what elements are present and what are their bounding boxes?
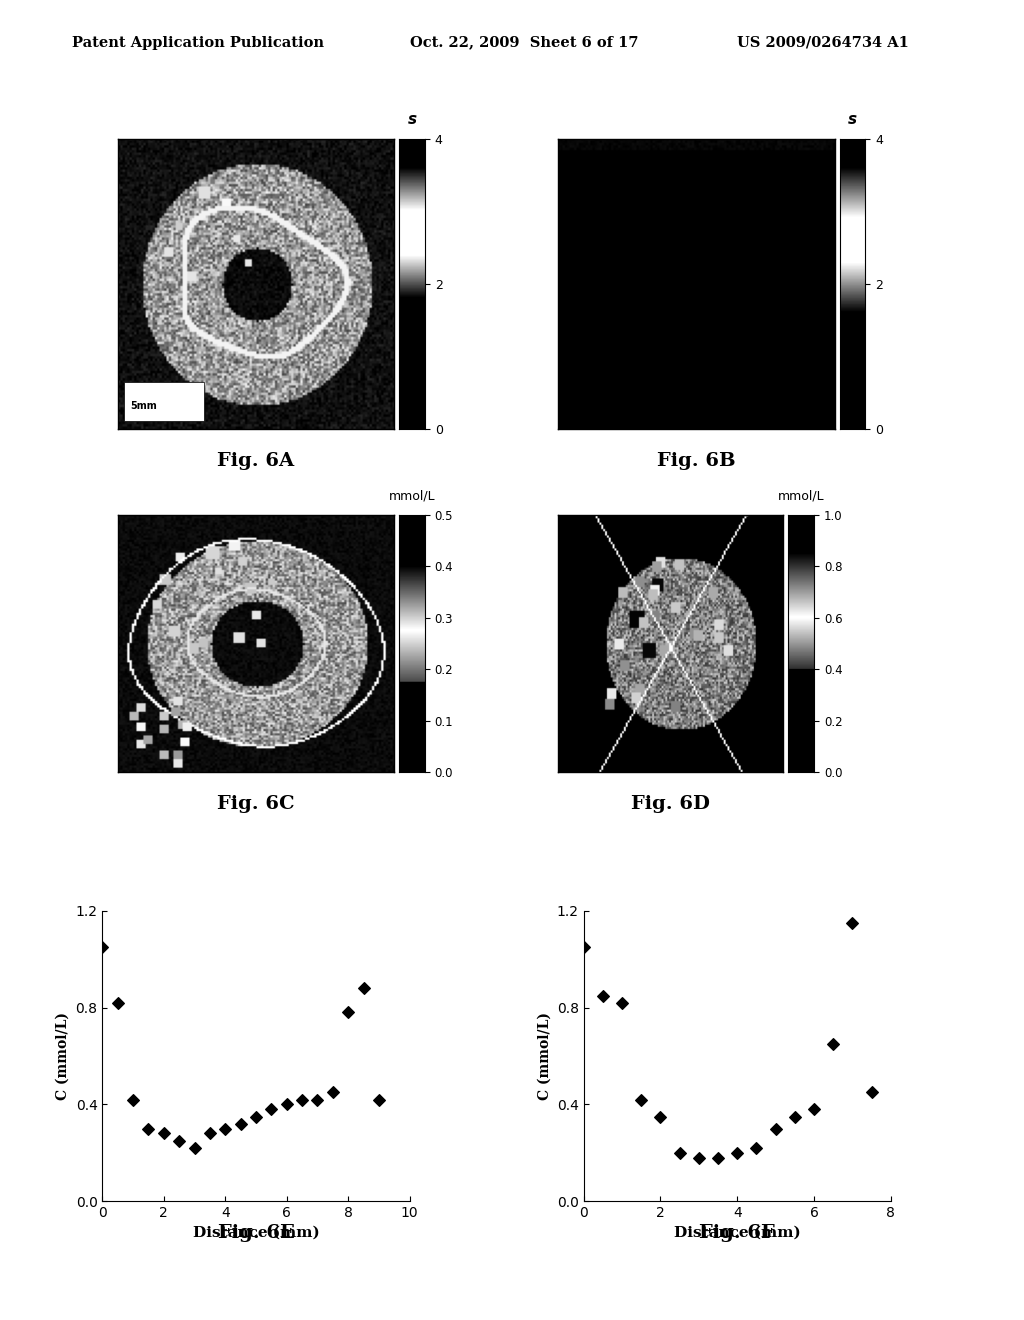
- Point: [672, 1142, 688, 1163]
- Point: [749, 1138, 765, 1159]
- Point: [613, 993, 630, 1014]
- Point: [140, 1118, 157, 1139]
- Point: [806, 1098, 822, 1119]
- Point: [710, 1147, 726, 1168]
- Text: Fig. 6B: Fig. 6B: [657, 451, 735, 470]
- Point: [325, 1082, 341, 1104]
- Point: [309, 1089, 326, 1110]
- Point: [248, 1106, 264, 1127]
- X-axis label: Distance (mm): Distance (mm): [193, 1225, 319, 1239]
- Text: Fig. 6A: Fig. 6A: [217, 451, 295, 470]
- Point: [729, 1142, 745, 1163]
- Point: [340, 1002, 356, 1023]
- Point: [94, 937, 111, 958]
- Text: Fig. 6D: Fig. 6D: [631, 795, 711, 813]
- Point: [217, 1118, 233, 1139]
- Point: [633, 1089, 649, 1110]
- Point: [786, 1106, 803, 1127]
- Text: Fig. 6C: Fig. 6C: [217, 795, 295, 813]
- Point: [279, 1094, 295, 1115]
- Point: [171, 1130, 187, 1151]
- Text: s: s: [408, 112, 417, 127]
- Text: s: s: [848, 112, 857, 127]
- Text: US 2009/0264734 A1: US 2009/0264734 A1: [737, 36, 909, 50]
- Text: mmol/L: mmol/L: [389, 490, 435, 503]
- Point: [690, 1147, 707, 1168]
- Point: [125, 1089, 141, 1110]
- Point: [844, 912, 860, 933]
- Bar: [124, 381, 204, 421]
- Point: [825, 1034, 842, 1055]
- Point: [575, 937, 592, 958]
- Point: [186, 1138, 203, 1159]
- Text: Patent Application Publication: Patent Application Publication: [72, 36, 324, 50]
- Point: [652, 1106, 669, 1127]
- Point: [156, 1123, 172, 1144]
- Point: [863, 1082, 880, 1104]
- Point: [263, 1098, 280, 1119]
- X-axis label: Distance (mm): Distance (mm): [674, 1225, 801, 1239]
- Point: [595, 985, 611, 1006]
- Point: [202, 1123, 218, 1144]
- Text: Fig. 6F: Fig. 6F: [699, 1224, 775, 1242]
- Point: [110, 993, 126, 1014]
- Text: Fig. 6E: Fig. 6E: [217, 1224, 295, 1242]
- Point: [294, 1089, 310, 1110]
- Y-axis label: C (mmol/L): C (mmol/L): [56, 1012, 70, 1100]
- Point: [232, 1113, 249, 1134]
- Text: 5mm: 5mm: [130, 401, 157, 411]
- Y-axis label: C (mmol/L): C (mmol/L): [538, 1012, 551, 1100]
- Text: mmol/L: mmol/L: [778, 490, 824, 503]
- Text: Oct. 22, 2009  Sheet 6 of 17: Oct. 22, 2009 Sheet 6 of 17: [410, 36, 638, 50]
- Point: [355, 978, 372, 999]
- Point: [767, 1118, 783, 1139]
- Point: [371, 1089, 387, 1110]
